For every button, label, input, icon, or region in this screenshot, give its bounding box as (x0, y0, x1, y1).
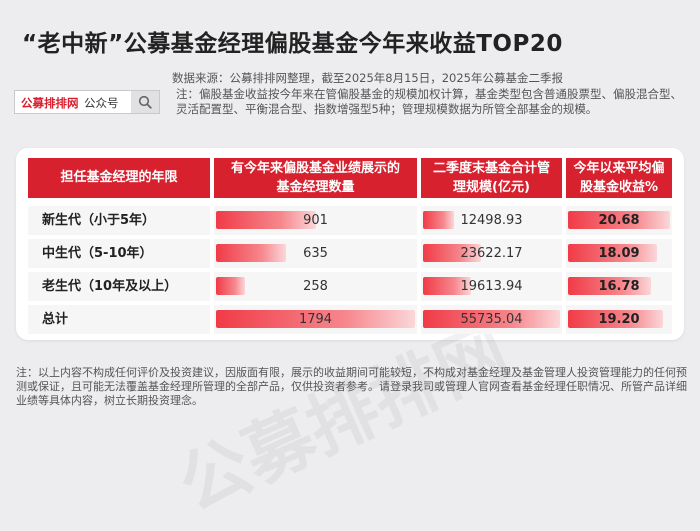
page-title: “老中新”公募基金经理偏股基金今年来收益TOP20 (22, 31, 563, 57)
row-label: 老生代（10年及以上） (28, 272, 210, 301)
header-line: 担任基金经理的年限 (60, 170, 178, 185)
return-cell: 19.20 (566, 305, 672, 334)
manager-count-value: 901 (303, 213, 328, 228)
row-label: 中生代（5-10年） (28, 239, 210, 268)
manager-count-value: 1794 (298, 312, 333, 327)
manager-count-cell: 258 (214, 272, 417, 301)
scale-bar (423, 277, 471, 295)
search-button[interactable] (131, 91, 159, 113)
manager-count-bar (216, 211, 316, 229)
return-bar (568, 244, 657, 262)
manager-count-cell: 901 (214, 206, 417, 235)
scale-bar (423, 310, 560, 328)
return-value: 19.20 (598, 312, 640, 327)
header-line: 有今年来偏股基金业绩展示的 (230, 161, 400, 176)
search-suffix: 公众号 (84, 96, 119, 110)
data-source: 数据来源：公募排排网整理，截至2025年8月15日，2025年公募基金二季报 (172, 71, 563, 85)
manager-count-value: 258 (303, 279, 328, 294)
scale-bar (423, 211, 454, 229)
search-box[interactable]: 公募排排网 公众号 (14, 90, 160, 114)
return-value: 20.68 (598, 213, 640, 228)
manager-count-bar (216, 310, 415, 328)
disclaimer: 注：以上内容不构成任何评价及投资建议，因版面有限，展示的收益期间可能较短，不构成… (16, 366, 687, 407)
return-bar (568, 211, 670, 229)
header-manager-count: 有今年来偏股基金业绩展示的 基金经理数量 (214, 158, 417, 198)
return-cell: 18.09 (566, 239, 672, 268)
table-card: 公募排排网 担任基金经理的年限 有今年来偏股基金业绩展示的 基金经理数量 二季度末基金… (16, 148, 684, 527)
manager-count-bar (216, 244, 286, 262)
manager-count-bar (216, 277, 245, 295)
return-cell: 16.78 (566, 272, 672, 301)
return-cell: 20.68 (566, 206, 672, 235)
return-bar (568, 310, 663, 328)
method-note: 注：偏股基金收益按今年来在管偏股基金的规模加权计算，基金类型包含普通股票型、偏股… (176, 87, 682, 116)
scale-value: 19613.94 (460, 279, 523, 294)
manager-count-cell: 1794 (214, 305, 417, 334)
header-line: 二季度末基金合计管 (432, 161, 550, 176)
header-return: 今年以来平均偏 股基金收益% (566, 158, 672, 198)
return-bar (568, 277, 651, 295)
header-line: 理规模(亿元) (453, 180, 530, 195)
scale-cell: 12498.93 (421, 206, 562, 235)
row-label: 新生代（小于5年） (28, 206, 210, 235)
header-scale: 二季度末基金合计管 理规模(亿元) (421, 158, 562, 198)
row-label: 总计 (28, 305, 210, 334)
return-value: 16.78 (598, 279, 640, 294)
scale-cell: 23622.17 (421, 239, 562, 268)
scale-bar (423, 244, 481, 262)
scale-value: 12498.93 (460, 213, 523, 228)
manager-count-cell: 635 (214, 239, 417, 268)
scale-value: 23622.17 (460, 246, 523, 261)
search-icon (138, 95, 152, 109)
header-line: 基金经理数量 (276, 180, 355, 195)
scale-value: 55735.04 (460, 312, 523, 327)
search-brand: 公募排排网 (21, 96, 79, 110)
header-line: 今年以来平均偏 (573, 161, 665, 176)
scale-cell: 55735.04 (421, 305, 562, 334)
return-value: 18.09 (598, 246, 640, 261)
scale-cell: 19613.94 (421, 272, 562, 301)
manager-count-value: 635 (303, 246, 328, 261)
header-tenure: 担任基金经理的年限 (28, 158, 210, 198)
header-line: 股基金收益% (579, 180, 659, 195)
